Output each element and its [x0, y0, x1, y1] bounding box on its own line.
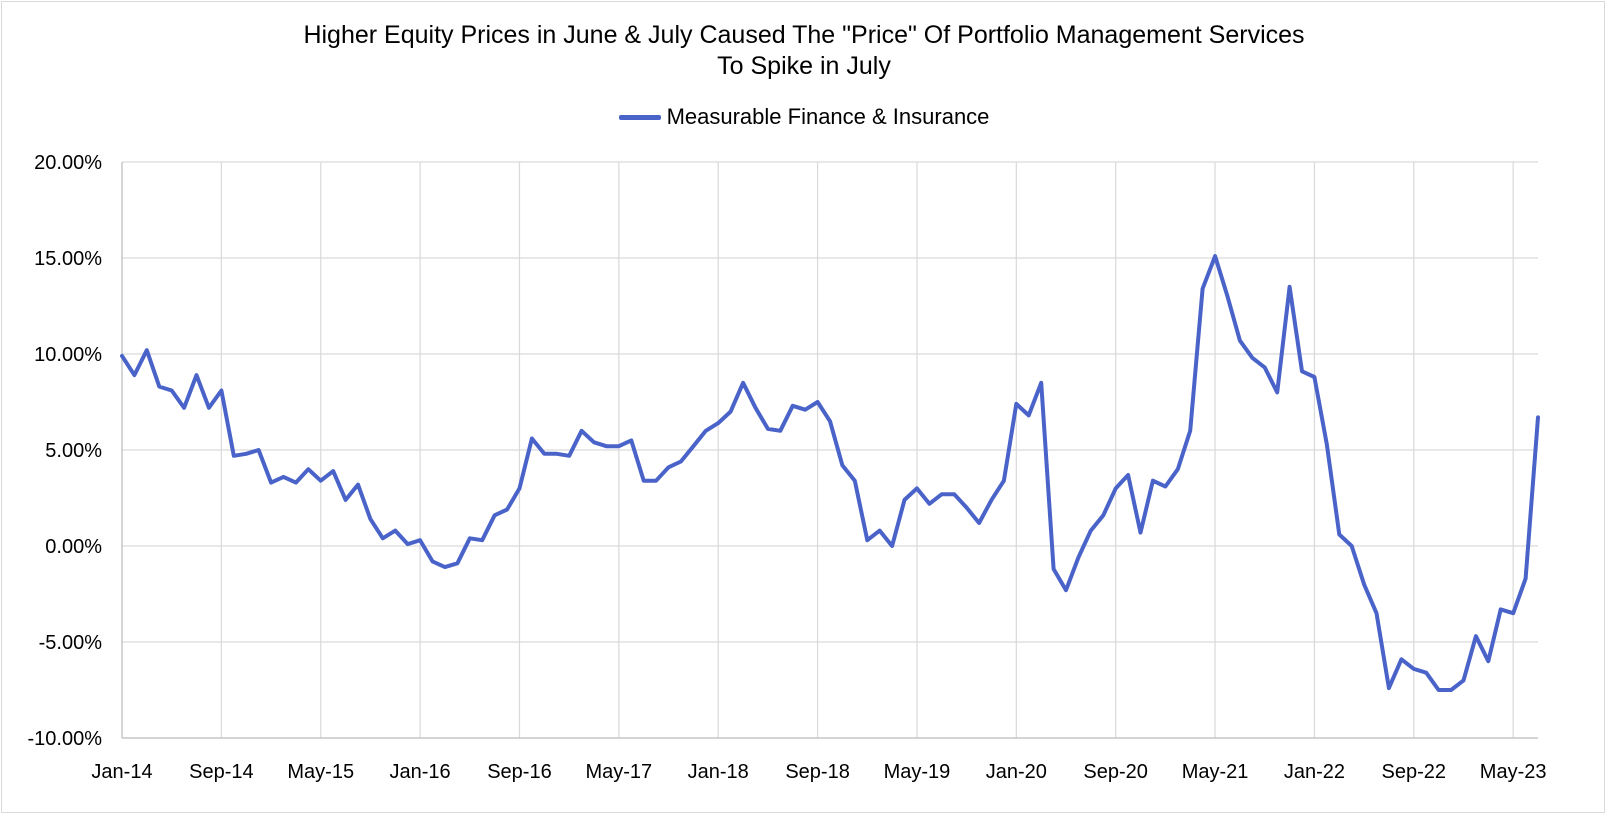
y-tick-label: 20.00% — [34, 152, 102, 174]
x-tick-label: May-23 — [1480, 761, 1547, 783]
x-tick-label: May-17 — [585, 761, 652, 783]
x-tick-label: Jan-14 — [91, 761, 152, 783]
y-tick-label: 0.00% — [45, 536, 102, 558]
x-tick-label: Sep-16 — [487, 761, 552, 783]
x-tick-label: Sep-20 — [1083, 761, 1148, 783]
y-tick-label: 5.00% — [45, 440, 102, 462]
chart-title-line-1: Higher Equity Prices in June & July Caus… — [303, 21, 1305, 49]
x-tick-label: Sep-18 — [785, 761, 850, 783]
series-line-1 — [120, 254, 1540, 692]
chart-title: Higher Equity Prices in June & July Caus… — [0, 20, 1608, 82]
x-tick-label: Jan-20 — [986, 761, 1047, 783]
x-tick-label: Sep-14 — [189, 761, 254, 783]
y-tick-label: -10.00% — [28, 728, 103, 750]
x-tick-label: Sep-22 — [1382, 761, 1447, 783]
x-tick-label: May-19 — [884, 761, 951, 783]
x-tick-label: Jan-16 — [390, 761, 451, 783]
y-tick-label: -5.00% — [39, 632, 103, 654]
legend-label: Measurable Finance & Insurance — [666, 104, 990, 129]
legend-swatch — [618, 114, 661, 120]
x-tick-label: Jan-22 — [1284, 761, 1345, 783]
x-tick-label: Jan-18 — [688, 761, 749, 783]
y-tick-label: 15.00% — [34, 248, 102, 270]
y-tick-label: 10.00% — [34, 344, 102, 366]
x-tick-label: May-15 — [287, 761, 354, 783]
chart-title-line-2: To Spike in July — [717, 52, 891, 80]
legend: Measurable Finance & Insurance — [0, 104, 1608, 130]
x-tick-label: May-21 — [1182, 761, 1249, 783]
